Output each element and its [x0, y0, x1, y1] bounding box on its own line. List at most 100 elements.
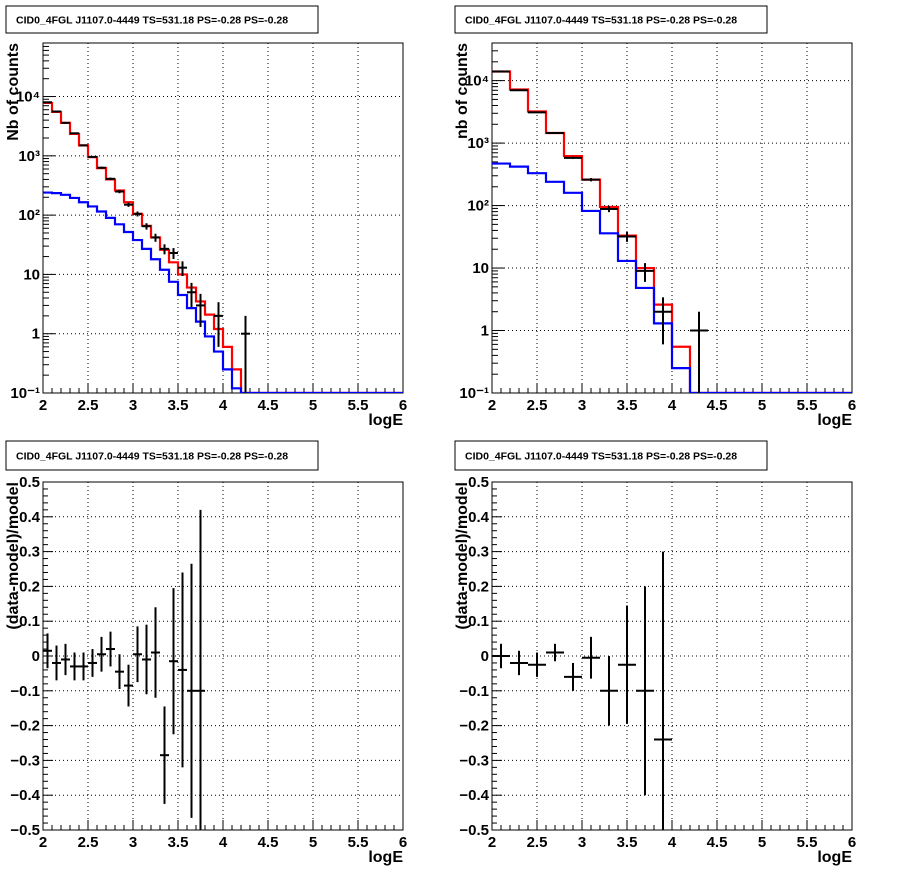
data-point	[79, 653, 88, 681]
data-point	[160, 244, 169, 254]
data-point	[169, 248, 178, 259]
data-point	[106, 632, 115, 667]
data-point	[510, 651, 528, 675]
y-tick-label: 0.3	[468, 544, 489, 561]
y-tick-label: 1	[32, 326, 40, 343]
data-point	[618, 606, 636, 724]
x-tick-label: 3	[129, 834, 137, 851]
data-point	[142, 625, 151, 695]
y-tick-label: −0.1	[459, 683, 489, 700]
x-tick-label: 3.5	[617, 834, 638, 851]
x-axis-label: logE	[368, 412, 403, 429]
grid-lines	[43, 482, 403, 830]
x-tick-label: 2.5	[78, 397, 99, 414]
x-tick-label: 4	[668, 397, 677, 414]
x-axis-label: logE	[817, 412, 852, 429]
data-point	[241, 316, 250, 393]
data-point	[124, 665, 133, 707]
x-tick-label: 2	[488, 834, 496, 851]
data-point	[115, 654, 124, 689]
chart-title: CID0_4FGL J1107.0-4449 TS=531.18 PS=-0.2…	[465, 15, 737, 27]
x-tick-label: 3	[578, 834, 586, 851]
y-tick-label: 0.4	[19, 509, 41, 526]
x-tick-label: 2.5	[527, 397, 548, 414]
y-axis-label: (data-model)/model	[454, 482, 471, 630]
y-tick-label: −0.5	[459, 822, 489, 839]
data-point	[79, 145, 88, 146]
y-tick-label: 0.5	[468, 474, 489, 491]
grid-lines	[492, 482, 852, 830]
data-point	[97, 167, 106, 169]
x-tick-label: 4	[668, 834, 677, 851]
data-point	[61, 122, 70, 123]
y-tick-label: 0.1	[19, 613, 40, 630]
y-tick-label: 0.2	[468, 578, 489, 595]
chart-title: CID0_4FGL J1107.0-4449 TS=531.18 PS=-0.2…	[16, 15, 288, 27]
y-tick-label: −0.2	[10, 718, 40, 735]
series-source-model-line	[43, 193, 403, 393]
data-point	[214, 302, 223, 347]
data-point	[690, 312, 708, 393]
x-tick-label: 5.5	[797, 397, 818, 414]
data-point	[160, 706, 169, 803]
data-point	[564, 157, 582, 159]
data-point	[492, 644, 510, 668]
y-tick-label: 10	[23, 266, 40, 283]
x-tick-label: 3.5	[617, 397, 638, 414]
x-tick-label: 4.5	[258, 397, 279, 414]
x-tick-label: 2	[488, 397, 496, 414]
data-point	[52, 111, 61, 112]
x-tick-label: 2.5	[78, 834, 99, 851]
data-point	[88, 156, 97, 158]
data-layer	[43, 510, 205, 830]
y-tick-label: 0.2	[19, 578, 40, 595]
data-point	[70, 133, 79, 134]
y-tick-label: 0	[481, 648, 489, 665]
x-tick-label: 5	[758, 397, 766, 414]
y-tick-label: 10⁻¹	[459, 385, 489, 402]
x-tick-label: 3	[578, 397, 586, 414]
x-tick-label: 3.5	[168, 834, 189, 851]
y-axis-label: Nb of counts	[5, 43, 22, 141]
data-point	[582, 637, 600, 679]
y-tick-label: −0.5	[10, 822, 40, 839]
data-point	[636, 263, 654, 282]
x-tick-label: 5.5	[797, 834, 818, 851]
data-point	[510, 90, 528, 91]
x-tick-label: 3	[129, 397, 137, 414]
y-tick-label: −0.2	[459, 718, 489, 735]
data-point	[564, 663, 582, 691]
data-point	[133, 212, 142, 217]
data-point	[546, 644, 564, 661]
data-point	[97, 637, 106, 672]
y-tick-label: 10²	[18, 207, 40, 224]
x-tick-label: 4.5	[258, 834, 279, 851]
data-point	[636, 586, 654, 795]
data-point	[88, 649, 97, 677]
data-point	[133, 626, 142, 682]
data-point	[582, 178, 600, 181]
x-tick-label: 2	[39, 397, 47, 414]
data-point	[528, 653, 546, 677]
data-point	[61, 644, 70, 675]
x-tick-label: 5.5	[348, 397, 369, 414]
data-point	[52, 646, 61, 681]
x-tick-label: 4.5	[707, 834, 728, 851]
data-point	[196, 510, 205, 830]
x-tick-label: 5.5	[348, 834, 369, 851]
x-tick-label: 4	[219, 834, 228, 851]
y-tick-label: −0.3	[459, 752, 489, 769]
data-point	[151, 607, 160, 697]
y-axis-label: nb of counts	[454, 43, 471, 139]
data-point	[187, 564, 196, 818]
data-point	[169, 588, 178, 734]
y-tick-label: 10³	[18, 148, 40, 165]
data-point	[70, 653, 79, 681]
data-point	[546, 132, 564, 133]
y-tick-label: 1	[481, 323, 489, 340]
y-tick-label: 10²	[467, 198, 489, 215]
x-tick-label: 5	[758, 834, 766, 851]
